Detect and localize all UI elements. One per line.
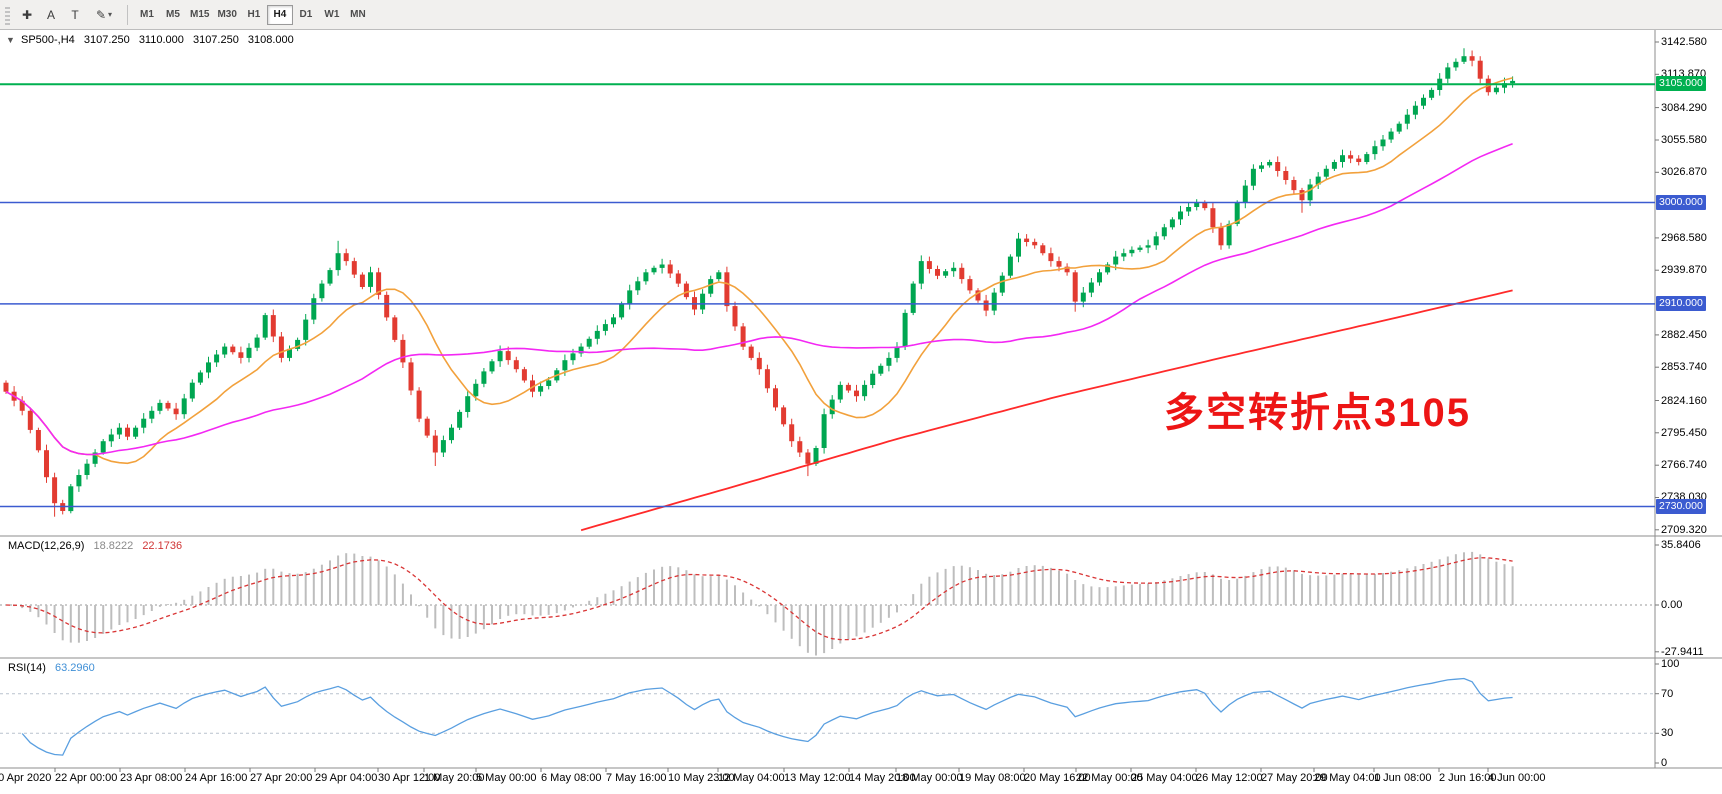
timeframe-m15-button[interactable]: M15 xyxy=(190,9,210,20)
timeframe-mn-button[interactable]: MN xyxy=(350,9,366,20)
timeframe-m30-button[interactable]: M30 xyxy=(217,9,237,20)
toolbar-separator xyxy=(127,4,128,25)
time-scale[interactable] xyxy=(0,768,1655,794)
toolbar-grip[interactable] xyxy=(5,4,10,25)
rsi-value: 63.2960 xyxy=(54,662,95,674)
chart-title: ▼ SP500-,H4 3107.250 3110.000 3107.250 3… xyxy=(6,34,300,46)
price-scale[interactable] xyxy=(1655,30,1722,768)
timeframe-w1-button[interactable]: W1 xyxy=(324,9,340,20)
low-value: 3107.250 xyxy=(192,34,239,46)
chart-area[interactable]: ▼ SP500-,H4 3107.250 3110.000 3107.250 3… xyxy=(0,30,1722,794)
draw-tools-button[interactable]: ✎ ▾ xyxy=(87,4,121,26)
close-value: 3108.000 xyxy=(247,34,294,46)
rsi-indicator-title: RSI(14) 63.2960 xyxy=(8,662,101,674)
macd-main-value: 18.8222 xyxy=(93,540,134,552)
rsi-label: RSI(14) xyxy=(8,662,46,674)
open-value: 3107.250 xyxy=(83,34,130,46)
chart-annotation: 多空转折点3105 xyxy=(1164,391,1471,435)
timeframe-m5-button[interactable]: M5 xyxy=(166,9,180,20)
chart-canvas xyxy=(0,30,1722,772)
timeframe-h1-button[interactable]: H1 xyxy=(247,9,261,20)
macd-label: MACD(12,26,9) xyxy=(8,540,85,552)
timeframe-h4-button[interactable]: H4 xyxy=(266,4,293,25)
high-value: 3110.000 xyxy=(138,34,184,46)
macd-indicator-title: MACD(12,26,9) 18.8222 22.1736 xyxy=(8,540,188,552)
timeframe-m1-button[interactable]: M1 xyxy=(140,9,154,20)
timeframe-d1-button[interactable]: D1 xyxy=(299,9,313,20)
crosshair-icon[interactable]: ✚ xyxy=(21,7,33,22)
toolbar: ✚ A T ✎ ▾ M1 M5 M15 M30 H1 H4 D1 W1 MN xyxy=(0,0,1722,30)
macd-signal-value: 22.1736 xyxy=(142,540,183,552)
dropdown-caret-icon: ▾ xyxy=(108,10,113,19)
text-label-icon[interactable]: T xyxy=(71,7,79,22)
one-click-caret-icon[interactable]: ▼ xyxy=(6,35,15,45)
insert-text-icon[interactable]: A xyxy=(46,7,55,22)
pencil-icon: ✎ xyxy=(95,7,107,22)
symbol-period-label: SP500-,H4 xyxy=(20,34,75,46)
